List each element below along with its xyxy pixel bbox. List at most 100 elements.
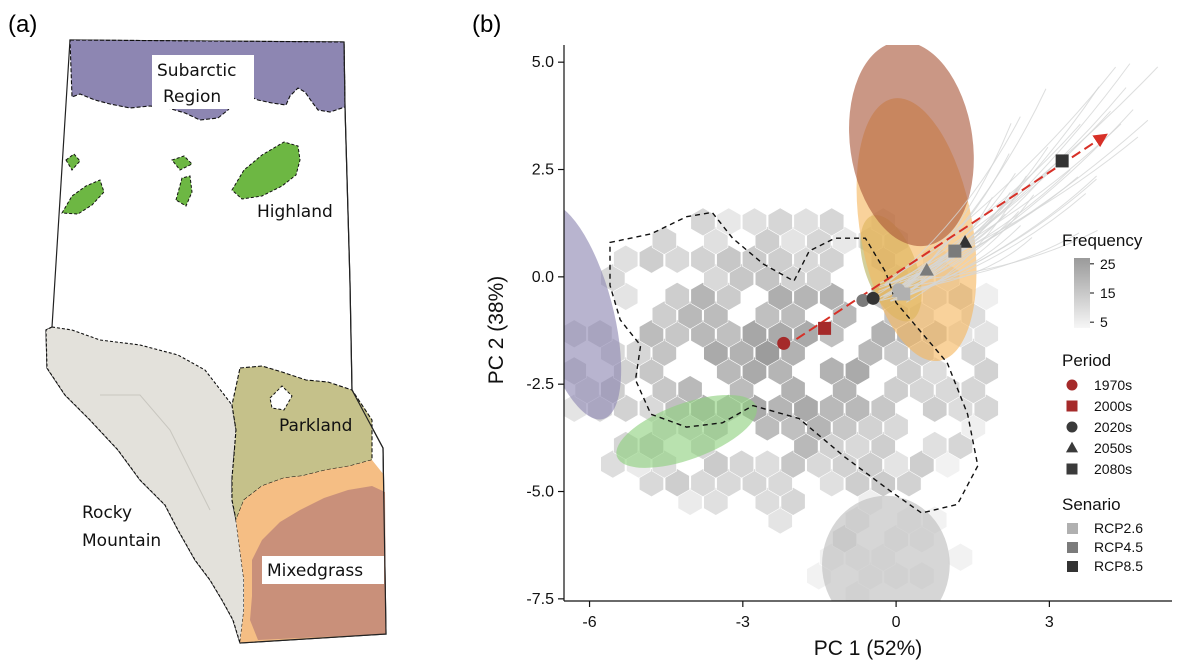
hexbin-cell xyxy=(741,207,767,237)
trajectory-line xyxy=(878,169,1071,292)
hexbin-cell xyxy=(613,244,639,274)
frequency-ticks: 25 15 5 xyxy=(1090,256,1116,330)
rocky-label-line1: Rocky xyxy=(82,503,132,523)
point-2050s-RCP4.5 xyxy=(919,262,934,276)
period-legend-items: 1970s 2000s 2020s 2050s 2080s xyxy=(1065,377,1132,477)
parkland-region xyxy=(231,365,373,522)
ellipse-highland xyxy=(616,394,757,468)
period-legend-label: 2050s xyxy=(1094,440,1132,456)
period-legend-marker xyxy=(1066,421,1078,433)
rocky-inner-lines xyxy=(100,394,211,511)
point-2020s-RCP8.5 xyxy=(866,291,880,305)
subarctic-label-bg xyxy=(152,55,254,109)
trajectory-line xyxy=(888,153,1010,295)
y-tick-label: 0.0 xyxy=(532,269,554,286)
point-2080s-RCP2.6 xyxy=(897,287,911,301)
frequency-colorbar xyxy=(1074,258,1090,328)
panel-a-label: (a) xyxy=(8,11,37,38)
legend: Frequency 25 15 5 Period 1970s 2000s 2020s 20… xyxy=(1062,231,1143,574)
scenario-legend-swatch xyxy=(1067,561,1078,572)
trajectory-line xyxy=(890,193,1087,302)
hexbin-cell xyxy=(664,282,690,311)
y-axis-title: PC 2 (38%) xyxy=(485,276,508,385)
highland-patch xyxy=(171,155,193,171)
period-legend-title: Period xyxy=(1062,351,1111,370)
scenario-legend-swatch xyxy=(1067,523,1078,534)
rocky-label-line2: Mountain xyxy=(82,531,161,551)
trajectory-line xyxy=(887,123,1122,286)
x-tick-label: -6 xyxy=(582,614,596,631)
y-tick-label: 2.5 xyxy=(532,162,554,179)
highland-patch xyxy=(231,141,301,200)
trajectory-line xyxy=(875,66,1159,297)
trajectory-line xyxy=(883,167,1052,297)
y-tick-label: -2.5 xyxy=(526,376,554,393)
trend-arrow xyxy=(795,133,1108,340)
trajectory-line xyxy=(892,232,1080,288)
hexbin-cell xyxy=(947,542,973,572)
axes: -6 -3 0 3 5.02.50.0-2.5-5.0-7.5 PC 1 (52%) … xyxy=(485,45,1172,660)
point-2020s-RCP4.5 xyxy=(856,293,870,307)
point-2050s-RCP8.5 xyxy=(957,235,973,248)
scenario-legend-label: RCP4.5 xyxy=(1094,539,1143,555)
hexbin-cell xyxy=(819,356,845,386)
ellipse-mixedgrass xyxy=(849,45,974,247)
mixedgrass-label-bg xyxy=(262,556,384,584)
scenario-legend-title: Senario xyxy=(1062,495,1121,514)
point-2080s-RCP8.5 xyxy=(1055,154,1069,168)
highland-patch xyxy=(175,175,193,207)
hexbin-cell xyxy=(793,207,819,237)
y-tick-label: 5.0 xyxy=(532,54,554,71)
scenario-legend-label: RCP8.5 xyxy=(1094,558,1143,574)
hexbin-cell xyxy=(754,449,780,479)
hexbin-cell xyxy=(651,226,677,255)
frequency-tick-label: 25 xyxy=(1100,256,1116,272)
hexbin-cell xyxy=(716,207,742,237)
hexbin-cell xyxy=(767,207,793,237)
hexbin-cell xyxy=(819,207,845,237)
y-tick-label: -5.0 xyxy=(526,484,554,501)
period-legend-marker xyxy=(1066,379,1078,391)
x-tick-label: 0 xyxy=(892,614,901,631)
scenario-legend-items: RCP2.6 RCP4.5 RCP8.5 xyxy=(1067,520,1143,574)
period-legend-marker xyxy=(1066,400,1078,412)
frequency-tick-label: 5 xyxy=(1100,314,1108,330)
trajectory-line xyxy=(891,178,1097,302)
frequency-tick-label: 15 xyxy=(1100,285,1116,301)
period-legend-marker xyxy=(1065,441,1079,453)
point-2080s-RCP4.5 xyxy=(948,244,962,258)
trajectory-line xyxy=(905,237,1033,290)
point-layer xyxy=(777,154,1069,350)
x-tick-label: 3 xyxy=(1045,614,1054,631)
scenario-legend-label: RCP2.6 xyxy=(1094,520,1143,536)
highland-patch xyxy=(61,179,105,215)
highland-patches xyxy=(61,141,301,215)
period-legend-marker xyxy=(1066,463,1078,475)
panel-b-label: (b) xyxy=(472,11,501,38)
x-ticks: -6 -3 0 3 xyxy=(582,601,1054,631)
trajectory-lines xyxy=(875,63,1159,303)
subarctic-label-line1: Subarctic xyxy=(157,61,236,81)
density-contour xyxy=(609,211,979,514)
y-ticks: 5.0 2.5 0.0 -2.5 -5.0 -7.5 xyxy=(526,54,564,608)
period-legend-label: 2080s xyxy=(1094,461,1132,477)
mixedgrass-label: Mixedgrass xyxy=(267,561,363,581)
scenario-legend-swatch xyxy=(1067,542,1078,553)
point-1970s xyxy=(777,336,791,350)
ellipse-layer xyxy=(564,45,977,601)
period-legend-label: 2000s xyxy=(1094,398,1132,414)
hexbin-cell xyxy=(729,449,755,479)
ellipse-subarctic xyxy=(564,202,622,420)
subarctic-label-line2: Region xyxy=(163,87,221,107)
parkland-label: Parkland xyxy=(279,416,352,436)
point-2000s xyxy=(818,321,832,335)
parkland-hole xyxy=(269,385,293,411)
hexbin-cell xyxy=(922,431,948,460)
y-tick-label: -7.5 xyxy=(526,591,554,608)
frequency-legend-title: Frequency xyxy=(1062,231,1143,250)
highland-label: Highland xyxy=(257,202,333,222)
trajectory-line xyxy=(904,194,1035,298)
province-border xyxy=(239,41,387,644)
period-legend-label: 2020s xyxy=(1094,419,1132,435)
